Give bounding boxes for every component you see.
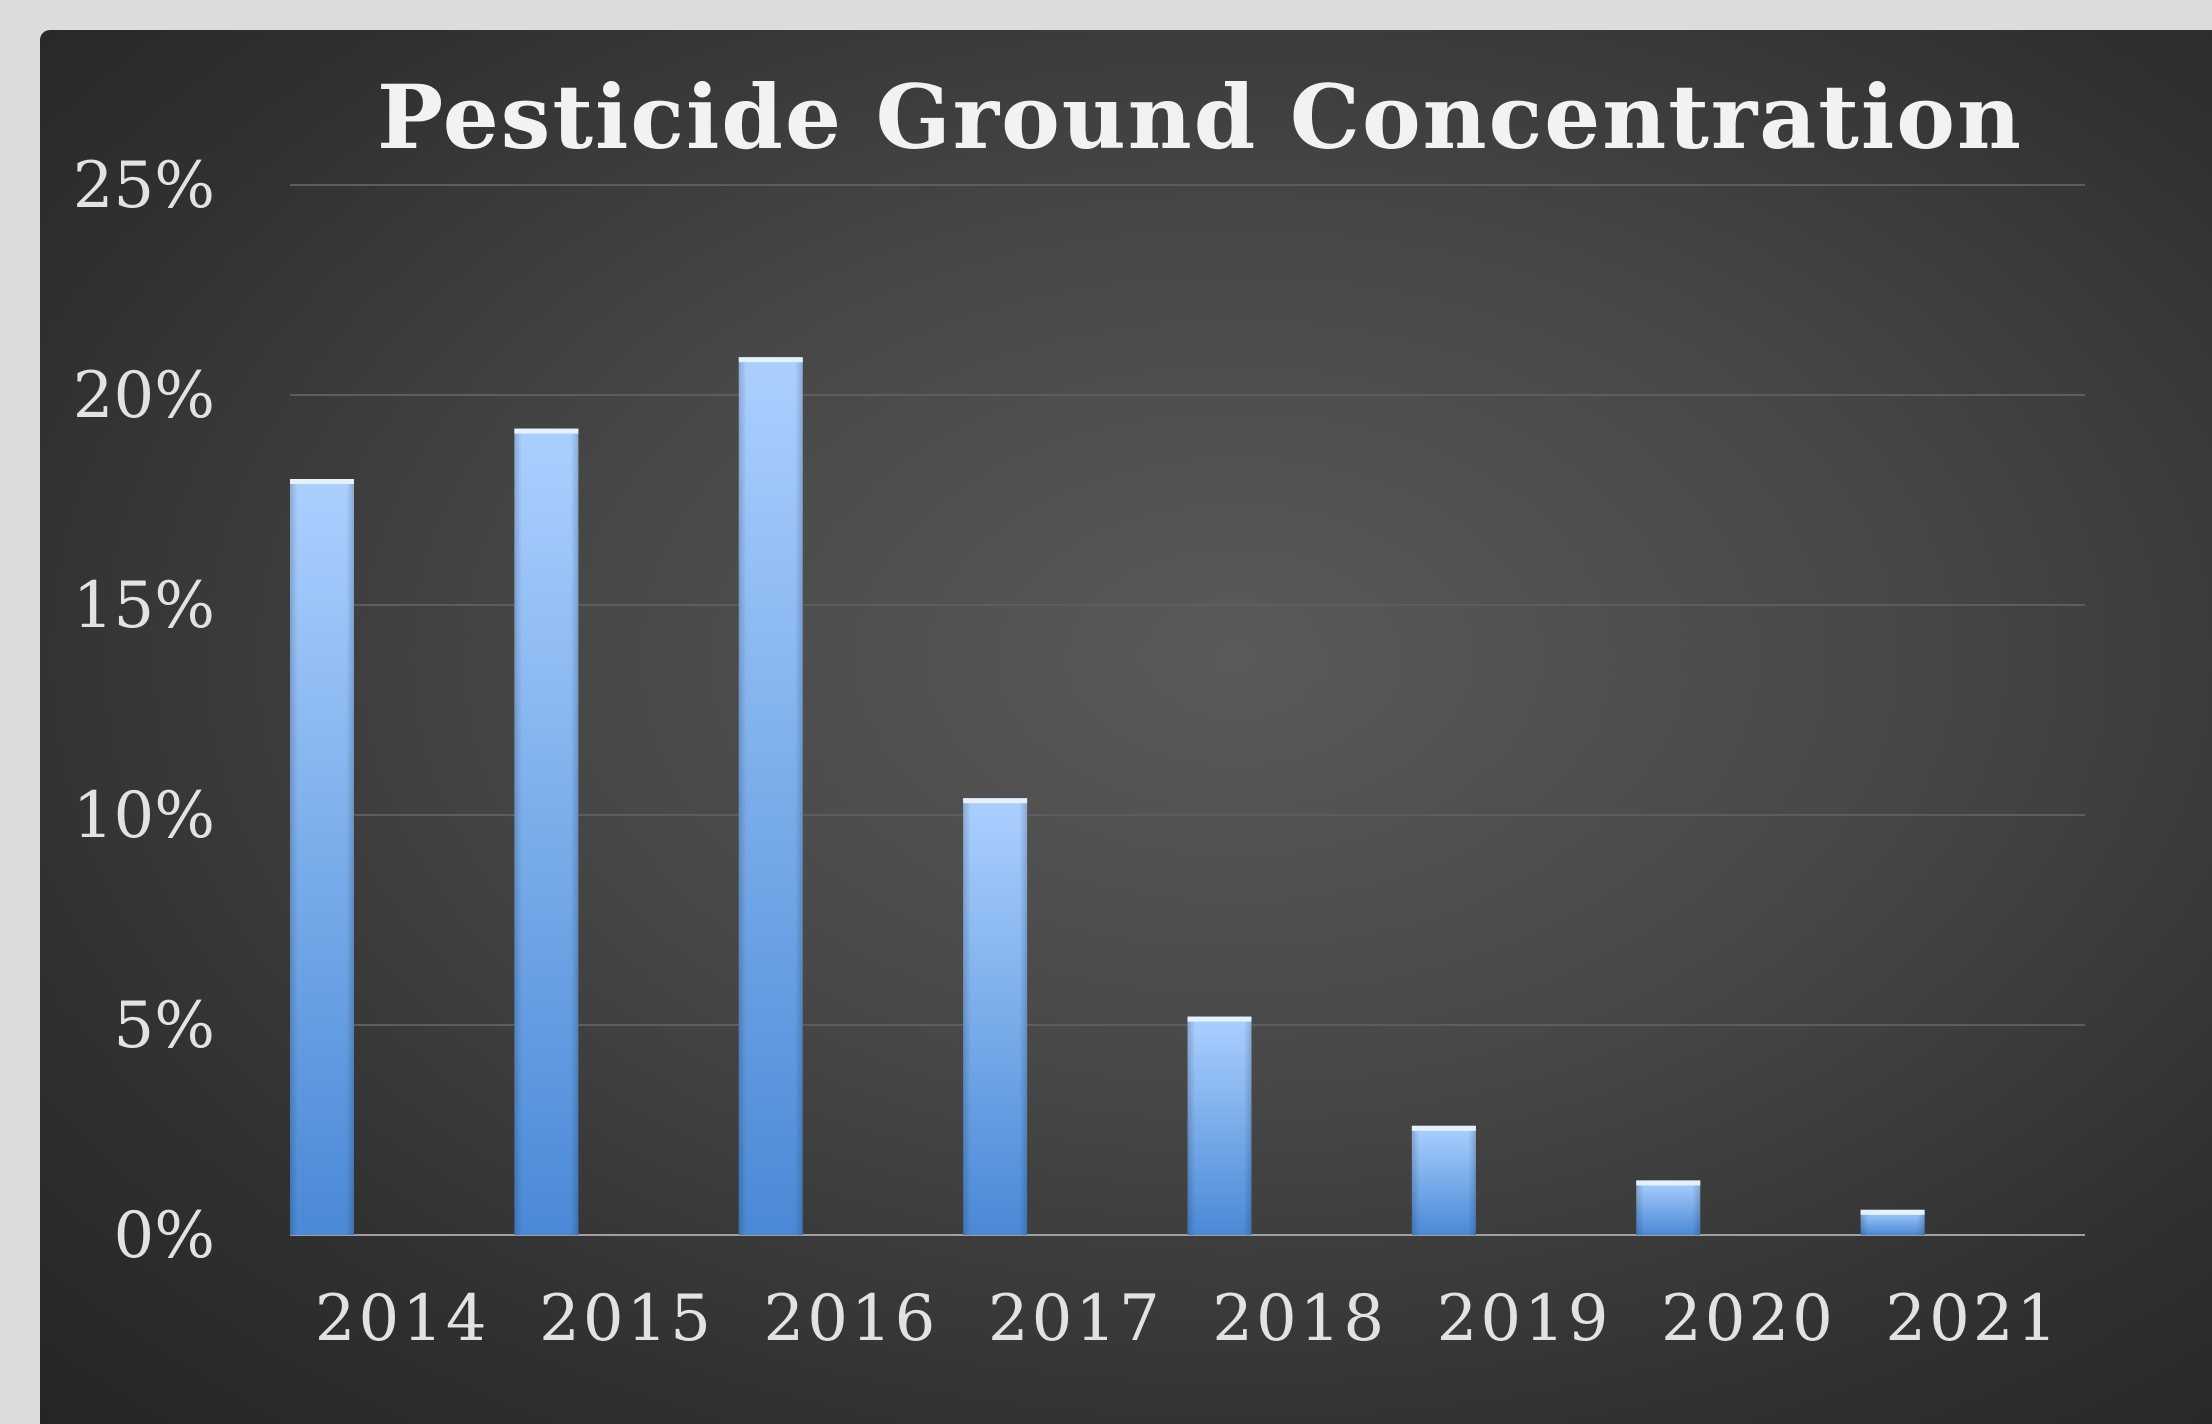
bar-2018 bbox=[1187, 1016, 1252, 1235]
x-tick-label: 2017 bbox=[988, 1282, 1163, 1356]
bar-bevel bbox=[1187, 1016, 1252, 1235]
bar-bevel bbox=[1411, 1125, 1476, 1235]
bar-2021 bbox=[1860, 1209, 1925, 1235]
x-tick-label: 2020 bbox=[1661, 1282, 1836, 1356]
bar-highlight bbox=[1187, 1016, 1252, 1022]
bar-2017 bbox=[963, 798, 1028, 1235]
bar-highlight bbox=[514, 428, 579, 434]
y-tick-label: 10% bbox=[73, 779, 215, 853]
bar-highlight bbox=[1636, 1180, 1701, 1186]
bar-bevel bbox=[963, 798, 1028, 1235]
bar-highlight bbox=[290, 479, 354, 484]
x-tick-label: 2021 bbox=[1885, 1282, 2060, 1356]
x-tick-label: 2016 bbox=[764, 1282, 939, 1356]
bar-chart: Pesticide Ground Concentration 0% 5% 10% 15… bbox=[73, 65, 2085, 1356]
x-tick-label: 2018 bbox=[1212, 1282, 1387, 1356]
chart-title: Pesticide Ground Concentration bbox=[377, 65, 2023, 169]
chart-container: Pesticide Ground Concentration 0% 5% 10% 15… bbox=[40, 30, 2212, 1424]
bar-bevel bbox=[290, 479, 354, 1235]
x-tick-label: 2019 bbox=[1437, 1282, 1612, 1356]
bar-bevel bbox=[738, 357, 803, 1235]
bars bbox=[290, 357, 1925, 1236]
bar-2019 bbox=[1411, 1125, 1476, 1235]
bar-highlight bbox=[1860, 1209, 1925, 1215]
x-tick-label: 2014 bbox=[315, 1282, 490, 1356]
bar-highlight bbox=[1411, 1125, 1476, 1131]
bar-highlight bbox=[738, 357, 803, 363]
x-axis-tick-labels: 2014 2015 2016 2017 2018 2019 2020 2021 bbox=[315, 1282, 2060, 1356]
gridlines bbox=[290, 184, 2085, 1236]
x-tick-label: 2015 bbox=[539, 1282, 714, 1356]
y-tick-label: 15% bbox=[73, 569, 215, 643]
bar-2015 bbox=[514, 428, 579, 1236]
y-tick-label: 20% bbox=[73, 359, 215, 433]
y-tick-label: 25% bbox=[73, 149, 215, 223]
bar-highlight bbox=[963, 798, 1028, 804]
y-axis-tick-labels: 0% 5% 10% 15% 20% 25% bbox=[73, 149, 215, 1273]
y-tick-label: 0% bbox=[113, 1199, 215, 1273]
bar-2016 bbox=[738, 357, 803, 1235]
bar-bevel bbox=[514, 428, 579, 1236]
bar-bevel bbox=[1636, 1180, 1701, 1235]
y-tick-label: 5% bbox=[113, 989, 215, 1063]
bar-2020 bbox=[1636, 1180, 1701, 1235]
bar-2014 bbox=[290, 479, 354, 1235]
